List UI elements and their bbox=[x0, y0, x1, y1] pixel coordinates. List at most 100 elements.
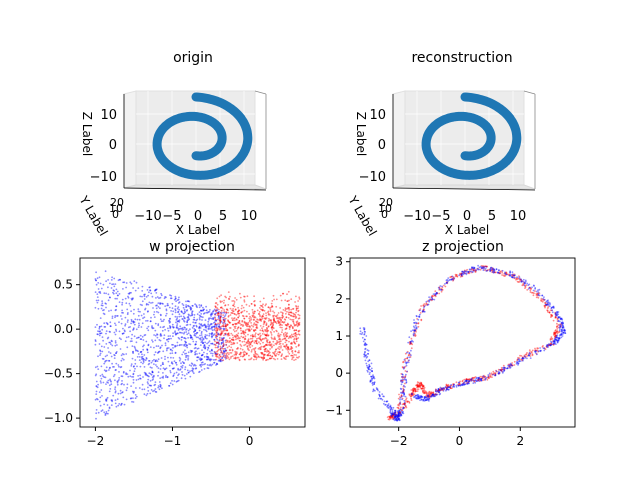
w-point-blue bbox=[189, 328, 191, 330]
w-point-blue bbox=[111, 404, 113, 406]
w-point-blue bbox=[103, 363, 105, 365]
w-point-red bbox=[255, 353, 257, 355]
w-point-blue bbox=[137, 337, 139, 339]
w-point-red bbox=[252, 348, 254, 350]
w-point-red bbox=[260, 305, 262, 307]
w-point-blue bbox=[164, 356, 166, 358]
w-point-blue bbox=[96, 409, 98, 411]
z-point-blue bbox=[399, 401, 401, 403]
w-point-blue bbox=[207, 323, 209, 325]
z-point-blue bbox=[516, 363, 518, 365]
w-point-blue bbox=[155, 335, 157, 337]
z-point-blue bbox=[405, 396, 407, 398]
w-point-red bbox=[246, 311, 248, 313]
origin-xtick-labels: −10 −5 0 5 10 bbox=[134, 209, 257, 224]
z-point-red bbox=[402, 403, 404, 405]
z-point-red bbox=[410, 398, 412, 400]
w-point-blue bbox=[208, 327, 210, 329]
z-point-blue bbox=[466, 380, 468, 382]
z-point-red bbox=[556, 328, 558, 330]
w-point-red bbox=[295, 305, 297, 307]
w-point-blue bbox=[181, 367, 183, 369]
w-point-red bbox=[293, 339, 295, 341]
w-point-red bbox=[231, 312, 233, 314]
w-point-blue bbox=[101, 300, 103, 302]
z-point-blue bbox=[360, 330, 362, 332]
w-point-red bbox=[217, 312, 219, 314]
w-point-blue bbox=[178, 309, 180, 311]
w-point-red bbox=[280, 340, 282, 342]
z-point-blue bbox=[529, 352, 531, 354]
z-point-blue bbox=[561, 333, 563, 335]
w-point-blue bbox=[157, 334, 159, 336]
w-point-blue bbox=[103, 313, 105, 315]
w-point-red bbox=[284, 299, 286, 301]
w-point-blue bbox=[168, 335, 170, 337]
z-point-blue bbox=[364, 333, 366, 335]
z-point-blue bbox=[417, 394, 419, 396]
w-point-red bbox=[258, 341, 260, 343]
w-point-blue bbox=[208, 367, 210, 369]
w-point-blue bbox=[132, 287, 134, 289]
w-point-blue bbox=[201, 332, 203, 334]
w-point-blue bbox=[105, 343, 107, 345]
w-point-red bbox=[245, 344, 247, 346]
w-point-red bbox=[289, 328, 291, 330]
w-point-blue bbox=[196, 306, 198, 308]
w-point-blue bbox=[162, 350, 164, 352]
origin-ztick: 0 bbox=[109, 138, 117, 153]
w-point-blue bbox=[150, 385, 152, 387]
w-point-blue bbox=[114, 386, 116, 388]
w-point-red bbox=[234, 331, 236, 333]
w-point-blue bbox=[179, 360, 181, 362]
z-point-red bbox=[519, 355, 521, 357]
z-point-blue bbox=[403, 389, 405, 391]
w-point-red bbox=[242, 324, 244, 326]
w-point-blue bbox=[151, 362, 153, 364]
w-point-blue bbox=[189, 376, 191, 378]
w-point-red bbox=[223, 330, 225, 332]
w-point-red bbox=[276, 331, 278, 333]
w-point-blue bbox=[124, 329, 126, 331]
w-point-blue bbox=[142, 322, 144, 324]
z-point-blue bbox=[453, 277, 455, 279]
w-point-red bbox=[256, 327, 258, 329]
w-point-blue bbox=[188, 355, 190, 357]
w-point-blue bbox=[158, 345, 160, 347]
w-point-red bbox=[278, 333, 280, 335]
z-point-blue bbox=[422, 311, 424, 313]
z-point-blue bbox=[395, 418, 397, 420]
w-point-blue bbox=[103, 411, 105, 413]
w-point-blue bbox=[117, 405, 119, 407]
w-point-red bbox=[251, 357, 253, 359]
z-point-blue bbox=[523, 279, 525, 281]
z-point-blue bbox=[371, 368, 373, 370]
w-point-blue bbox=[148, 291, 150, 293]
w-point-red bbox=[256, 342, 258, 344]
w-point-blue bbox=[138, 315, 140, 317]
w-point-blue bbox=[172, 384, 174, 386]
w-point-blue bbox=[162, 330, 164, 332]
w-point-red bbox=[270, 307, 272, 309]
panel-reconstruction: reconstruction 10 0 −10 −10 bbox=[345, 50, 535, 238]
w-point-red bbox=[270, 324, 272, 326]
w-point-blue bbox=[175, 322, 177, 324]
w-point-blue bbox=[105, 356, 107, 358]
w-point-red bbox=[217, 356, 219, 358]
z-point-blue bbox=[359, 327, 361, 329]
w-point-blue bbox=[137, 356, 139, 358]
w-point-blue bbox=[106, 330, 108, 332]
z-point-blue bbox=[561, 337, 563, 339]
w-point-blue bbox=[137, 350, 139, 352]
z-point-blue bbox=[434, 395, 436, 397]
z-point-blue bbox=[510, 364, 512, 366]
z-point-blue bbox=[433, 293, 435, 295]
w-point-blue bbox=[169, 365, 171, 367]
z-point-blue bbox=[368, 365, 370, 367]
w-point-blue bbox=[118, 403, 120, 405]
w-point-red bbox=[225, 318, 227, 320]
w-point-red bbox=[266, 324, 268, 326]
z-point-blue bbox=[372, 384, 374, 386]
z-point-blue bbox=[395, 420, 397, 422]
w-point-red bbox=[271, 326, 273, 328]
